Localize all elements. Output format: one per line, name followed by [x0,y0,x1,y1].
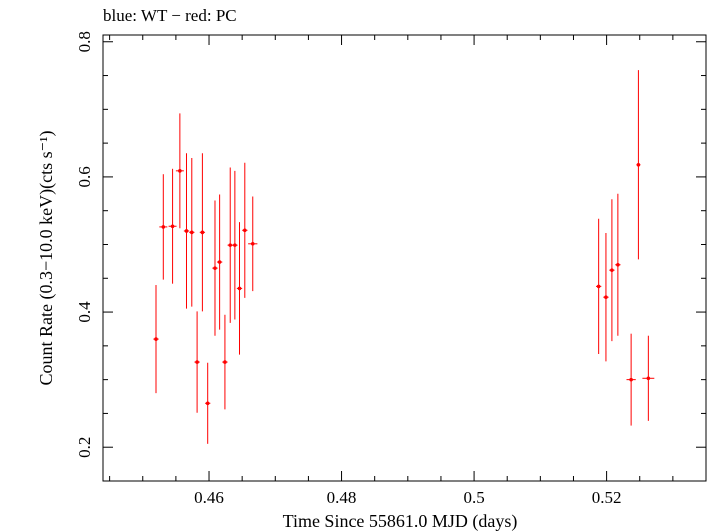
point-marker [596,284,601,289]
x-tick-label: 0.52 [592,488,622,507]
data-point [205,362,211,444]
point-marker [178,169,182,173]
point-marker [161,225,166,229]
point-marker [243,228,247,233]
y-tick-label: 0.6 [75,166,94,187]
x-tick-label: 0.5 [463,488,484,507]
point-marker [189,230,194,235]
point-marker [233,243,237,247]
data-point [596,218,602,354]
data-point [609,199,615,342]
data-point [236,222,243,355]
data-point [636,70,641,260]
y-tick-label: 0.8 [75,31,94,52]
point-marker [170,224,175,229]
point-marker [154,337,158,341]
data-point [212,200,218,336]
point-marker [237,286,242,291]
data-point [242,162,248,298]
data-point [168,168,177,284]
y-tick-label: 0.2 [75,437,94,458]
y-axis-label: Count Rate (0.3−10.0 keV)(cts s⁻¹) [36,130,57,385]
point-marker [213,266,217,270]
point-marker [223,360,227,364]
data-point [248,196,258,292]
data-points [153,70,655,444]
data-point [216,194,223,330]
data-point [189,157,195,307]
data-point [626,333,636,426]
data-point [603,232,609,362]
data-point [175,113,184,229]
point-marker [205,401,210,406]
y-axis-ticks: 0.2 0.4 0.6 0.8 [75,31,706,482]
data-point [615,193,621,336]
x-axis-ticks: 0.46 0.48 0.5 0.52 [109,35,707,507]
data-point [222,314,228,410]
data-point [232,170,238,320]
point-marker [629,377,633,382]
x-tick-label: 0.48 [327,488,357,507]
data-point [227,167,233,323]
point-marker [250,242,255,246]
point-marker [195,360,199,364]
data-point [159,174,168,280]
point-marker [604,295,608,299]
point-marker [217,260,222,264]
chart-title: blue: WT − red: PC [103,6,237,25]
point-marker [200,230,205,235]
data-point [183,153,190,309]
point-marker [184,229,189,233]
point-marker [646,376,651,381]
data-point [199,153,206,312]
data-point [642,335,655,421]
point-marker [228,243,233,247]
y-tick-label: 0.4 [75,301,94,323]
point-marker [610,268,614,272]
x-axis-label: Time Since 55861.0 MJD (days) [283,511,518,532]
x-tick-label: 0.46 [194,488,224,507]
data-point [194,311,200,413]
point-marker [636,162,641,167]
data-point [153,285,159,394]
plot-frame [102,34,707,482]
point-marker [616,262,620,267]
